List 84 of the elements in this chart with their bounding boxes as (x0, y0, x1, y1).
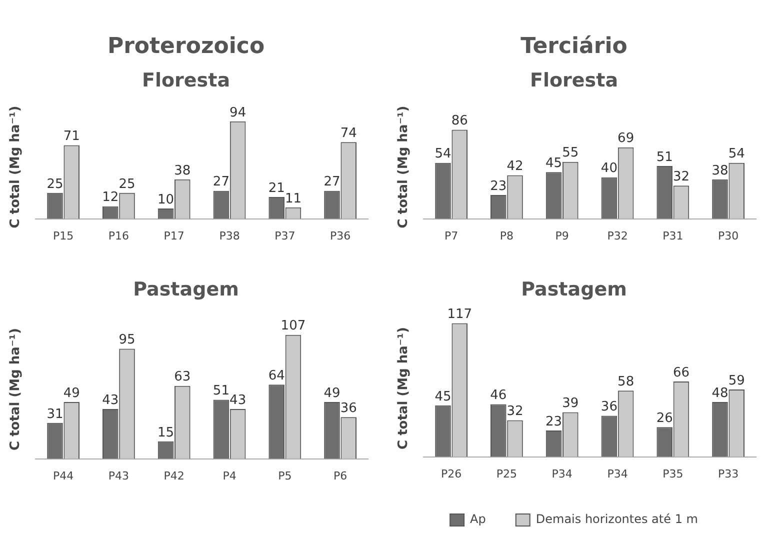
data-label: 42 (506, 159, 524, 174)
x-tick-label: P9 (555, 229, 569, 242)
x-tick-label: P32 (607, 229, 628, 242)
data-label: 66 (672, 365, 690, 380)
data-label: 31 (46, 406, 64, 422)
legend-label: Demais horizontes até 1 m (536, 512, 698, 526)
data-label: 43 (102, 392, 119, 408)
data-label: 55 (562, 146, 579, 161)
x-tick-label: P25 (496, 467, 518, 480)
x-tick-label: P15 (52, 229, 74, 242)
x-tick-label: P8 (500, 229, 514, 242)
data-label: 38 (174, 163, 191, 178)
data-label: 49 (63, 386, 80, 401)
data-label: 74 (340, 126, 357, 142)
data-label: 48 (712, 386, 728, 401)
data-label: 32 (672, 170, 690, 185)
x-tick-label: P44 (52, 469, 74, 482)
y-axis-title: C total (Mg ha⁻¹) (396, 327, 412, 450)
data-label: 94 (230, 105, 246, 120)
x-tick-label: P36 (330, 229, 351, 242)
data-label: 40 (600, 161, 618, 176)
chart-title: Pastagem (521, 278, 627, 300)
x-tick-label: P34 (607, 467, 628, 480)
data-label: 21 (268, 180, 285, 196)
x-tick-label: P42 (164, 469, 184, 482)
data-label: 25 (118, 176, 136, 192)
data-label: 64 (268, 368, 285, 384)
x-tick-label: P34 (552, 467, 572, 480)
x-tick-label: P33 (718, 467, 739, 480)
data-label: 46 (490, 388, 507, 404)
x-tick-label: P4 (222, 469, 236, 482)
chart-title: Pastagem (133, 278, 239, 300)
data-label: 25 (46, 176, 64, 192)
data-label: 86 (451, 114, 468, 129)
data-label: 54 (434, 146, 452, 162)
data-label: 36 (600, 400, 618, 415)
data-label: 39 (562, 396, 579, 412)
data-label: 59 (728, 373, 745, 388)
data-label: 51 (656, 150, 673, 165)
data-label: 27 (324, 174, 340, 190)
x-tick-label: P38 (219, 229, 240, 242)
data-label: 27 (212, 174, 230, 190)
x-tick-label: P17 (164, 229, 184, 242)
x-tick-label: P26 (440, 467, 462, 480)
y-axis-title: C total (Mg ha⁻¹) (396, 106, 412, 228)
data-label: 63 (174, 370, 191, 385)
x-tick-label: P7 (444, 229, 458, 242)
data-label: 54 (728, 146, 745, 162)
x-tick-label: P5 (278, 469, 292, 482)
data-label: 32 (506, 404, 524, 420)
x-tick-label: P6 (333, 469, 348, 482)
data-label: 95 (118, 332, 136, 348)
data-label: 36 (340, 400, 357, 416)
data-label: 43 (230, 392, 246, 408)
data-label: 11 (284, 191, 302, 206)
data-label: 26 (656, 410, 673, 426)
data-label: 49 (324, 386, 340, 401)
chart-subtitle: Floresta (530, 70, 618, 92)
legend-label: Ap (470, 512, 486, 526)
x-tick-label: P16 (108, 229, 130, 242)
x-tick-label: P31 (662, 229, 684, 242)
data-label: 69 (618, 131, 634, 146)
data-label: 117 (447, 307, 472, 322)
data-label: 71 (63, 129, 80, 144)
y-axis-title: C total (Mg ha⁻¹) (8, 328, 24, 451)
data-label: 23 (546, 414, 562, 430)
x-tick-label: P30 (718, 229, 739, 242)
x-tick-label: P37 (274, 229, 296, 242)
data-label: 45 (546, 156, 562, 172)
x-tick-label: P43 (108, 469, 130, 482)
chart-subtitle: Floresta (142, 70, 230, 92)
data-label: 10 (158, 192, 174, 208)
data-label: 12 (102, 190, 119, 206)
data-label: 107 (280, 318, 306, 334)
data-label: 51 (212, 384, 230, 399)
data-label: 58 (618, 374, 634, 390)
chart-title: Terciário (520, 34, 628, 59)
data-label: 45 (434, 389, 452, 404)
y-axis-title: C total (Mg ha⁻¹) (8, 106, 24, 228)
data-label: 38 (712, 163, 728, 178)
chart-title: Proterozoico (107, 34, 265, 59)
data-label: 15 (158, 425, 174, 440)
x-tick-label: P35 (662, 467, 684, 480)
data-label: 23 (490, 178, 507, 194)
